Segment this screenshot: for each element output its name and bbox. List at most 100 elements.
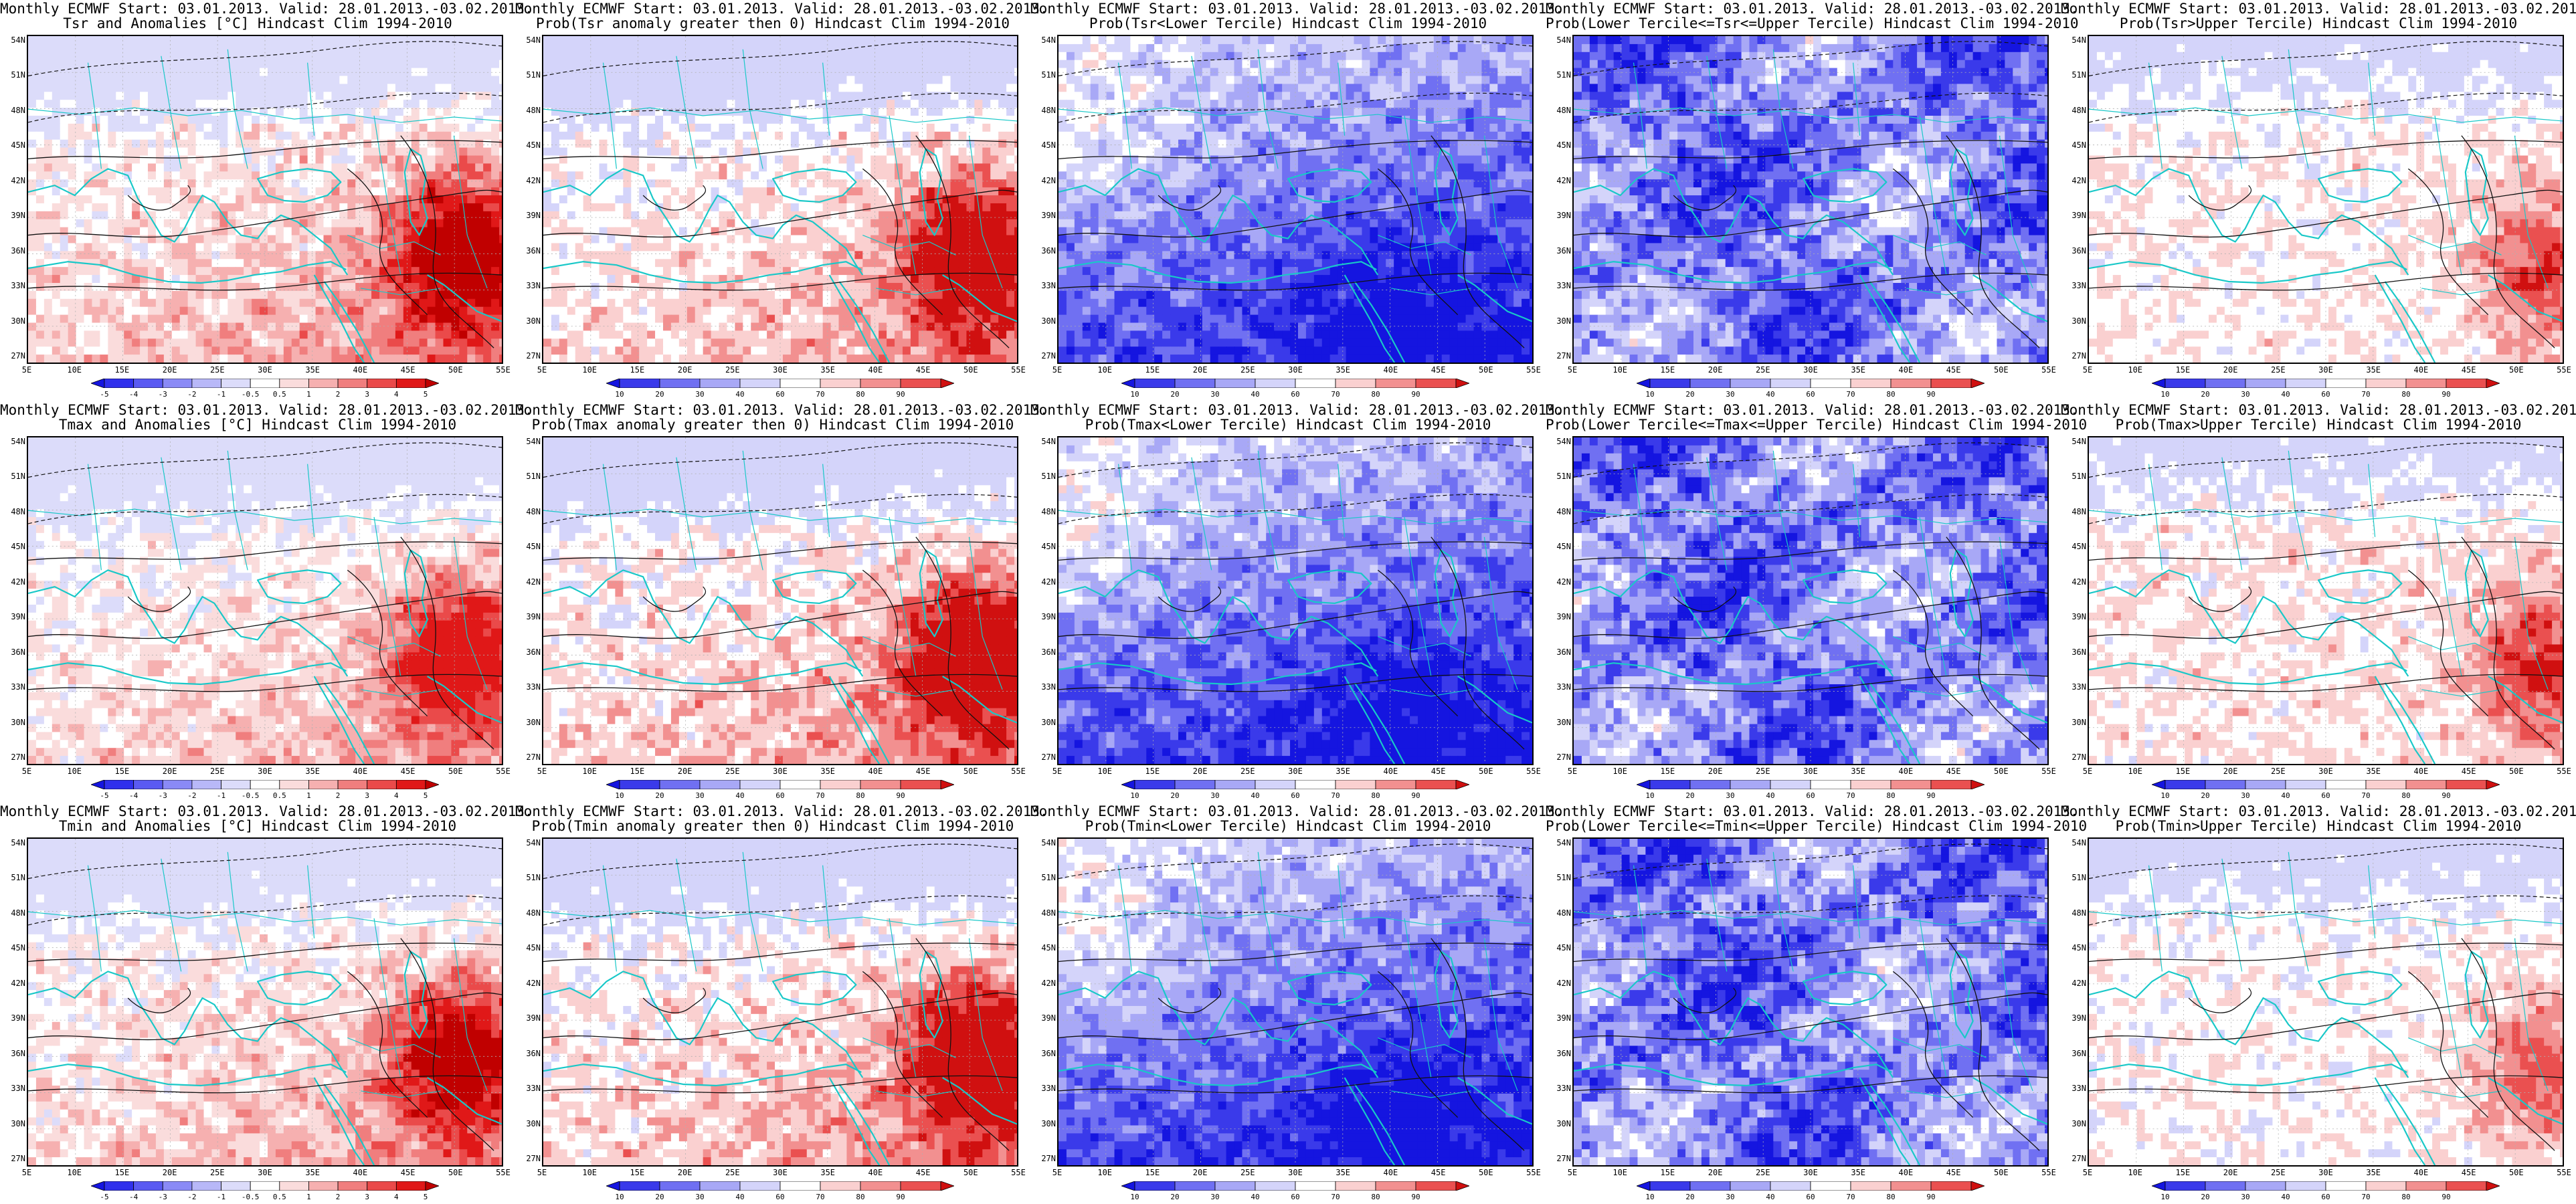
lon-label: 55E: [490, 366, 517, 374]
lat-label: 51N: [2062, 874, 2086, 882]
lon-label: 35E: [2360, 366, 2387, 374]
lat-label: 33N: [1, 683, 25, 691]
map-field: [1574, 36, 2047, 363]
lon-label: 20E: [157, 767, 183, 775]
lon-label: 20E: [672, 1169, 699, 1177]
lat-label: 54N: [517, 437, 541, 445]
lat-label: 51N: [1032, 71, 1056, 79]
lat-label: 33N: [517, 282, 541, 290]
lat-label: 54N: [2062, 36, 2086, 44]
map-field: [2089, 437, 2563, 764]
lat-label: 54N: [1032, 36, 1056, 44]
colorbar-label: 70: [1837, 1193, 1864, 1201]
colorbar-swatch: [1335, 379, 1376, 388]
colorbar-swatch: [1375, 379, 1416, 388]
colorbar-swatch: [1770, 1181, 1811, 1191]
lat-label: 54N: [1, 36, 25, 44]
panel-title-line2: Prob(Tmax anomaly greater then 0) Hindca…: [515, 417, 1030, 433]
forecast-panel-r1c1: Monthly ECMWF Start: 03.01.2013. Valid: …: [0, 0, 533, 401]
lon-label: 30E: [767, 1169, 794, 1177]
colorbar-swatch: [1890, 1181, 1932, 1191]
colorbar-swatch: [1415, 780, 1457, 789]
colorbar-swatch: [1415, 1181, 1457, 1191]
colorbar-swatch: [940, 1181, 954, 1191]
lon-label: 25E: [204, 1169, 231, 1177]
colorbar-swatch: [739, 780, 781, 789]
colorbar: [1637, 379, 1985, 388]
lon-label: 45E: [1425, 1169, 1452, 1177]
colorbar-swatch: [2446, 780, 2487, 789]
colorbar: [2152, 379, 2500, 388]
lon-label: 25E: [1750, 1169, 1776, 1177]
lon-label: 55E: [490, 1169, 517, 1177]
colorbar-swatch: [191, 379, 221, 388]
lon-label: 35E: [299, 767, 326, 775]
lon-label: 40E: [1892, 1169, 1919, 1177]
colorbar-swatch: [2152, 780, 2166, 789]
colorbar-label: 30: [2232, 792, 2259, 800]
lon-label: 5E: [2074, 767, 2101, 775]
forecast-panel-r3c2: Monthly ECMWF Start: 03.01.2013. Valid: …: [515, 803, 1048, 1204]
colorbar-label: -3: [149, 391, 176, 399]
lat-label: 27N: [2062, 753, 2086, 761]
lon-label: 20E: [672, 366, 699, 374]
colorbar-swatch: [221, 780, 251, 789]
colorbar-label: 30: [2232, 391, 2259, 399]
colorbar-label: 70: [2353, 1193, 2379, 1201]
lat-label: 33N: [1032, 282, 1056, 290]
colorbar-swatch: [900, 1181, 941, 1191]
lat-label: 36N: [1, 648, 25, 656]
colorbar-swatch: [425, 379, 439, 388]
lon-label: 45E: [1940, 767, 1967, 775]
lon-label: 50E: [2503, 1169, 2530, 1177]
colorbar-swatch: [699, 780, 741, 789]
colorbar-label: 40: [2272, 1193, 2299, 1201]
lon-label: 15E: [624, 767, 650, 775]
lon-label: 5E: [2074, 1169, 2101, 1177]
lon-label: 50E: [957, 366, 984, 374]
map-field: [2089, 839, 2563, 1165]
colorbar-label: 70: [2353, 792, 2379, 800]
lat-label: 45N: [1, 542, 25, 550]
colorbar-swatch: [104, 1181, 134, 1191]
colorbar-swatch: [779, 1181, 821, 1191]
lat-label: 48N: [1547, 909, 1571, 917]
colorbar-swatch: [1637, 1181, 1651, 1191]
lat-label: 48N: [1, 106, 25, 114]
colorbar-label: -4: [120, 792, 147, 800]
lat-label: 42N: [517, 177, 541, 185]
lat-label: 54N: [1547, 36, 1571, 44]
map-frame: [1057, 837, 1534, 1167]
lon-label: 50E: [957, 767, 984, 775]
lat-label: 27N: [1032, 1155, 1056, 1163]
colorbar-swatch: [2325, 1181, 2367, 1191]
forecast-panel-r1c4: Monthly ECMWF Start: 03.01.2013. Valid: …: [1546, 0, 2079, 401]
lat-label: 42N: [2062, 578, 2086, 586]
colorbar-swatch: [860, 379, 901, 388]
lat-label: 36N: [1547, 648, 1571, 656]
lon-label: 25E: [204, 767, 231, 775]
map-frame: [542, 837, 1018, 1167]
colorbar-swatch: [1375, 1181, 1416, 1191]
colorbar-swatch: [308, 780, 339, 789]
colorbar-label: 20: [2192, 1193, 2219, 1201]
lon-label: 45E: [1425, 366, 1452, 374]
colorbar-swatch: [1637, 379, 1651, 388]
lon-label: 55E: [1520, 1169, 1547, 1177]
lon-label: 30E: [2312, 1169, 2339, 1177]
map-frame: [1572, 837, 2049, 1167]
panel-title-line2: Prob(Tsr anomaly greater then 0) Hindcas…: [515, 16, 1030, 31]
colorbar-label: 80: [1362, 391, 1389, 399]
lat-label: 51N: [1, 71, 25, 79]
colorbar-label: 60: [2312, 391, 2339, 399]
colorbar-swatch: [1455, 379, 1469, 388]
lat-label: 51N: [517, 874, 541, 882]
lon-label: 35E: [299, 1169, 326, 1177]
lat-label: 33N: [1547, 1084, 1571, 1092]
lat-label: 39N: [1, 211, 25, 219]
lon-label: 35E: [1329, 1169, 1356, 1177]
lat-label: 45N: [1547, 141, 1571, 149]
colorbar-swatch: [1850, 1181, 1892, 1191]
lon-label: 5E: [1559, 1169, 1586, 1177]
colorbar-swatch: [1295, 379, 1336, 388]
